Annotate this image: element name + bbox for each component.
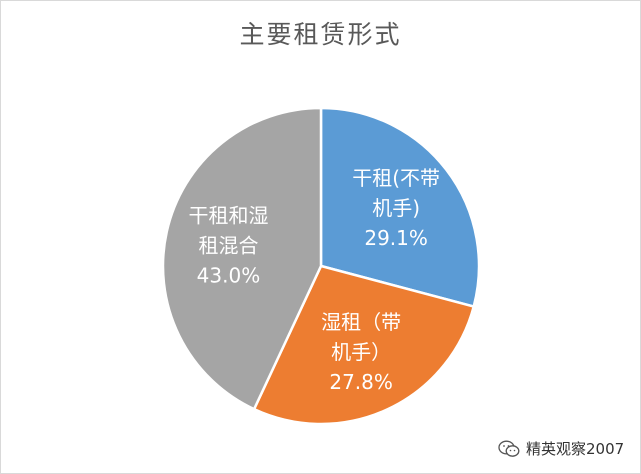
- wechat-icon: [498, 440, 520, 457]
- slice-category-label: 干租和湿: [188, 203, 268, 227]
- slice-label-1: 湿租（带机手） 27.8%: [321, 310, 401, 394]
- slice-category-label: 机手): [372, 196, 420, 220]
- pie-slice-0: [319, 106, 481, 309]
- slice-label-0: 干租(不带机手) 29.1%: [352, 166, 440, 250]
- slice-value-label: 43.0%: [197, 263, 261, 287]
- chart-title: 主要租赁形式: [239, 20, 402, 49]
- watermark: 精英观察2007: [498, 438, 624, 459]
- slice-value-label: 27.8%: [329, 370, 393, 394]
- pie-slice-2: [161, 106, 323, 411]
- watermark-text: 精英观察2007: [526, 440, 625, 458]
- slice-value-label: 29.1%: [364, 226, 428, 250]
- slice-category-label: 租混合: [198, 233, 258, 257]
- slice-category-label: 干租(不带: [352, 166, 440, 190]
- slice-label-2: 干租和湿租混合 43.0%: [188, 203, 268, 287]
- slice-category-label: 机手）: [331, 340, 391, 364]
- pie-slice-1: [252, 264, 476, 426]
- slice-category-label: 湿租（带: [321, 310, 401, 334]
